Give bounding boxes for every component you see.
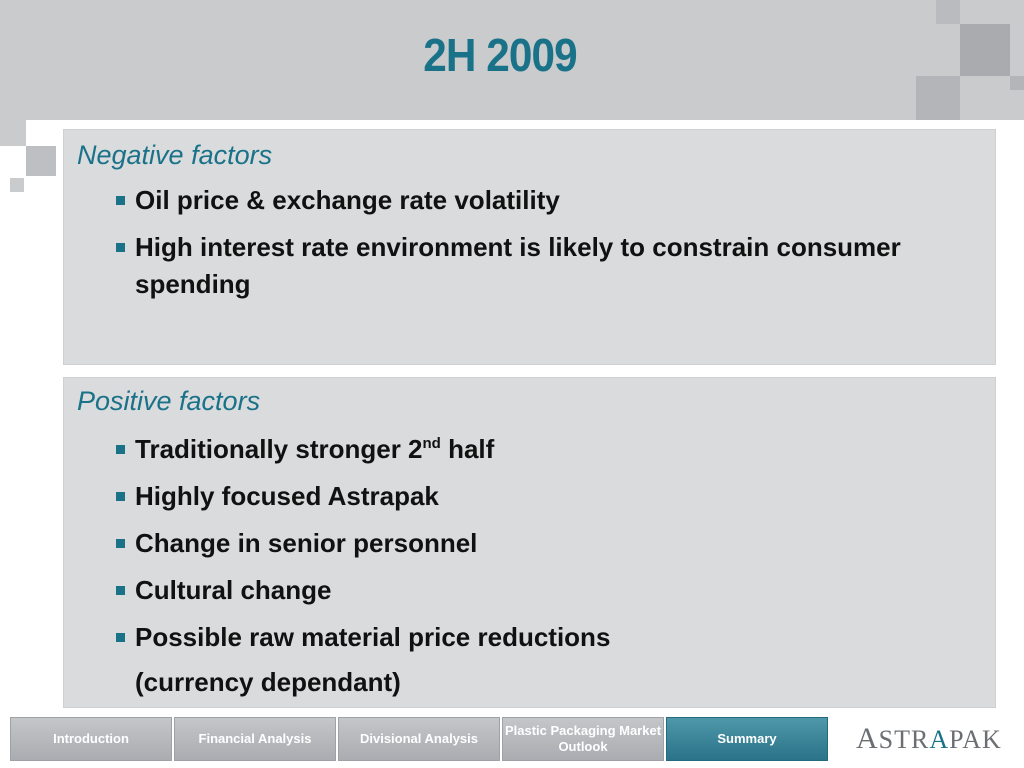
list-item: Possible raw material price reductions <box>116 619 610 656</box>
header-band <box>0 0 1024 120</box>
list-item: High interest rate environment is likely… <box>116 229 935 303</box>
nav-tab-financial-analysis[interactable]: Financial Analysis <box>174 717 336 761</box>
list-item: Traditionally stronger 2nd half <box>116 431 610 468</box>
bullet-square-icon <box>116 633 125 642</box>
positive-factors-list: Traditionally stronger 2nd half Highly f… <box>116 431 610 711</box>
astrapak-logo: ASTRAPAK <box>856 722 1002 755</box>
slide-title: 2H 2009 <box>423 29 577 81</box>
positive-factors-heading: Positive factors <box>77 386 261 416</box>
bullet-square-icon <box>116 196 125 205</box>
nav-tab-summary[interactable]: Summary <box>666 717 828 761</box>
section-nav-bar: Introduction Financial Analysis Division… <box>10 717 828 761</box>
nav-tab-introduction[interactable]: Introduction <box>10 717 172 761</box>
negative-factors-panel: Negative factors Oil price & exchange ra… <box>63 129 996 365</box>
list-item-note: (currency dependant) <box>135 667 401 697</box>
positive-factors-panel: Positive factors Traditionally stronger … <box>63 377 996 708</box>
list-item: Highly focused Astrapak <box>116 478 610 515</box>
list-item: Cultural change <box>116 572 610 609</box>
bullet-square-icon <box>116 445 125 454</box>
list-item: Oil price & exchange rate volatility <box>116 182 935 219</box>
nav-tab-plastic-packaging-market-outlook[interactable]: Plastic Packaging Market Outlook <box>502 717 664 761</box>
negative-factors-heading: Negative factors <box>77 140 273 170</box>
bullet-square-icon <box>116 243 125 252</box>
bullet-square-icon <box>116 492 125 501</box>
list-item: Change in senior personnel <box>116 525 610 562</box>
negative-factors-list: Oil price & exchange rate volatility Hig… <box>116 182 935 313</box>
nav-tab-divisional-analysis[interactable]: Divisional Analysis <box>338 717 500 761</box>
bullet-square-icon <box>116 586 125 595</box>
bullet-square-icon <box>116 539 125 548</box>
